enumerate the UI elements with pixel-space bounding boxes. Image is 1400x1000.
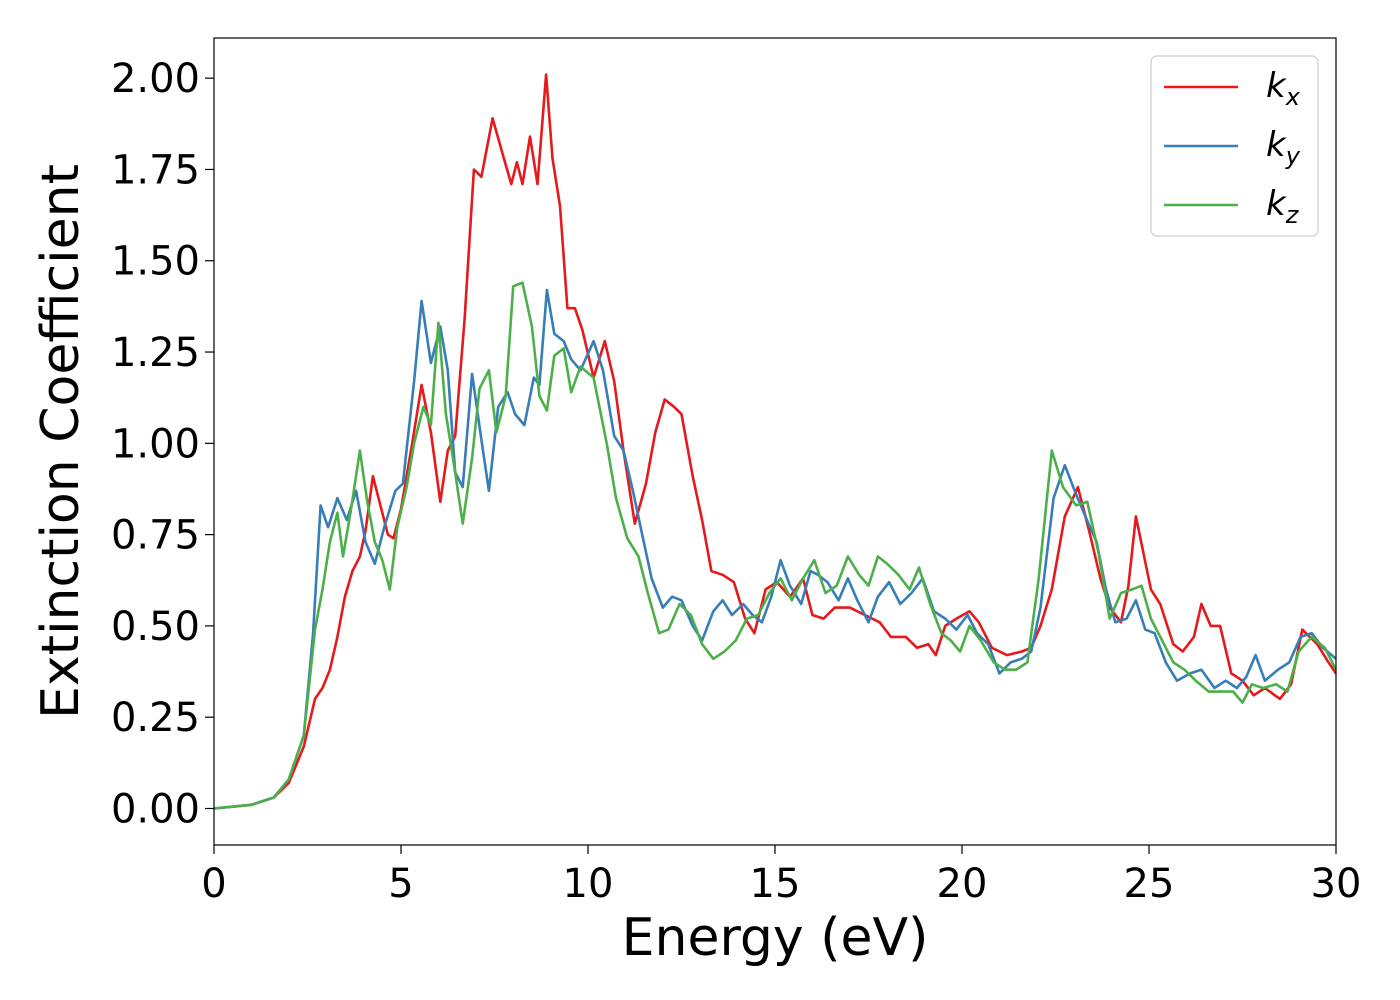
y-tick-label: 1.25	[111, 330, 200, 376]
x-axis-ticks: 0 5 10 15 20 25 30	[201, 845, 1361, 907]
series-line-z	[214, 281, 1336, 810]
y-tick-label: 0.00	[111, 786, 200, 832]
x-tick-label: 10	[563, 861, 614, 907]
x-axis-title: Energy (eV)	[622, 908, 929, 968]
x-tick-label: 0	[201, 861, 226, 907]
x-tick-label: 20	[937, 861, 988, 907]
y-tick-label: 1.00	[111, 421, 200, 467]
y-tick-label: 0.50	[111, 604, 200, 650]
x-tick-label: 30	[1311, 861, 1362, 907]
y-tick-label: 1.75	[111, 147, 200, 193]
y-tick-label: 2.00	[111, 56, 200, 102]
plot-area	[214, 73, 1336, 810]
series-line-x	[214, 73, 1336, 810]
x-tick-label: 5	[388, 861, 413, 907]
y-axis-ticks: 0.00 0.25 0.50 0.75 1.00 1.25 1.50 1.75 2.00	[111, 56, 214, 832]
plot-frame	[213, 37, 1337, 846]
y-tick-label: 0.75	[111, 513, 200, 559]
y-tick-label: 0.25	[111, 695, 200, 741]
y-tick-label: 1.50	[111, 239, 200, 285]
y-axis-title: Extinction Coefficient	[31, 164, 91, 719]
x-tick-label: 25	[1124, 861, 1175, 907]
series-line-y	[214, 288, 1336, 810]
x-tick-label: 15	[750, 861, 801, 907]
